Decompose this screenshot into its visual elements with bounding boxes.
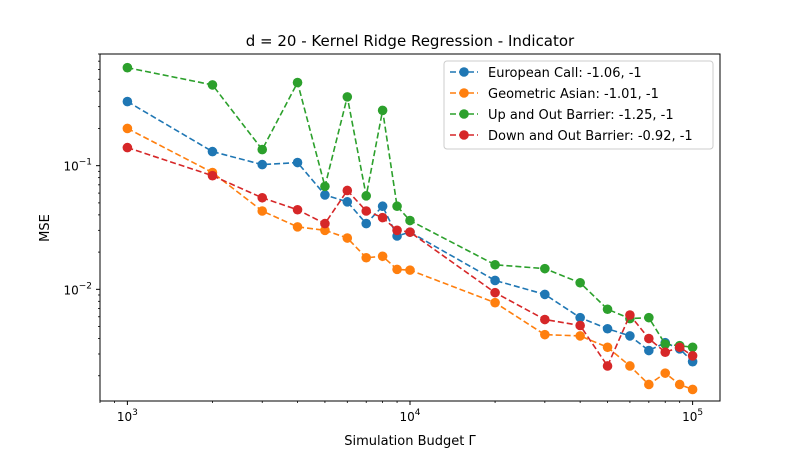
legend-entry: Geometric Asian: -1.01, -1	[450, 87, 659, 102]
data-point	[405, 227, 415, 237]
data-point	[122, 96, 133, 107]
data-point	[361, 206, 372, 216]
data-point	[320, 181, 330, 192]
data-point	[122, 123, 133, 134]
data-point	[660, 368, 671, 378]
data-point	[490, 275, 500, 286]
data-point	[575, 312, 585, 323]
data-point	[575, 277, 585, 288]
data-point	[687, 351, 698, 361]
data-point	[602, 323, 613, 334]
legend: European Call: -1.06, -1 Geometric Asian:…	[443, 60, 714, 150]
data-point	[674, 342, 685, 353]
data-point	[490, 297, 500, 308]
data-point	[292, 77, 303, 88]
legend-label: Up and Out Barrier: -1.25, -1	[488, 108, 674, 123]
data-point	[660, 347, 671, 358]
data-point	[377, 251, 388, 262]
y-tick-label: 10−1	[63, 158, 92, 174]
legend-box	[443, 60, 714, 150]
data-point	[540, 263, 550, 274]
data-point	[687, 384, 698, 395]
legend-marker	[459, 88, 469, 98]
data-point	[292, 204, 303, 215]
data-point	[122, 62, 133, 73]
legend-entry: Up and Out Barrier: -1.25, -1	[450, 108, 674, 123]
data-point	[625, 310, 635, 320]
legend-label: Down and Out Barrier: -0.92, -1	[488, 129, 693, 144]
data-point	[602, 361, 613, 371]
legend-marker	[459, 130, 469, 140]
legend-label: Geometric Asian: -1.01, -1	[488, 87, 659, 102]
data-point	[342, 185, 353, 196]
data-point	[320, 225, 330, 236]
legend-marker	[459, 67, 469, 77]
data-point	[377, 212, 388, 223]
data-point	[292, 222, 303, 232]
data-point	[687, 342, 698, 353]
data-point	[575, 320, 585, 331]
data-point	[122, 142, 133, 153]
data-point	[540, 289, 550, 300]
data-point	[392, 225, 402, 236]
data-point	[575, 331, 585, 341]
x-axis-label: Simulation Budget Γ	[344, 434, 476, 449]
y-tick-label: 10−2	[63, 281, 92, 297]
data-point	[342, 233, 353, 243]
data-point	[361, 252, 372, 263]
series-1	[122, 123, 698, 395]
data-point	[644, 312, 654, 323]
axis-ticks: 103 104 105 10−2 10−1	[63, 53, 703, 424]
data-point	[257, 144, 268, 155]
data-point	[257, 159, 268, 170]
data-point	[257, 206, 268, 216]
data-point	[392, 264, 402, 275]
data-point	[342, 92, 353, 102]
data-point	[377, 105, 388, 116]
x-tick-label: 104	[399, 408, 420, 424]
data-point	[405, 215, 415, 226]
series-3	[122, 142, 698, 371]
data-point	[625, 361, 635, 371]
series-2	[122, 62, 698, 353]
data-point	[625, 331, 635, 341]
chart-title: d = 20 - Kernel Ridge Regression - Indic…	[246, 32, 575, 50]
data-point	[292, 157, 303, 168]
x-tick-label: 103	[117, 408, 138, 424]
legend-entry: European Call: -1.06, -1	[450, 66, 642, 81]
data-point	[320, 218, 330, 229]
data-point	[490, 259, 500, 270]
data-point	[257, 192, 268, 203]
data-point	[602, 304, 613, 315]
data-point	[540, 329, 550, 340]
data-point	[377, 201, 388, 212]
y-axis-label: MSE	[38, 214, 53, 242]
data-point	[674, 379, 685, 390]
data-point	[361, 218, 372, 229]
legend-entry: Down and Out Barrier: -0.92, -1	[450, 129, 693, 144]
data-point	[490, 287, 500, 298]
series-layer	[122, 62, 698, 395]
data-point	[361, 191, 372, 201]
data-point	[207, 80, 218, 90]
data-point	[207, 170, 218, 181]
data-point	[320, 190, 330, 200]
data-point	[644, 345, 654, 356]
data-point	[207, 146, 218, 157]
data-point	[540, 314, 550, 325]
data-point	[644, 333, 654, 344]
data-point	[392, 201, 402, 212]
legend-marker	[459, 109, 469, 119]
x-tick-label: 105	[682, 408, 703, 424]
legend-label: European Call: -1.06, -1	[488, 66, 642, 81]
data-point	[602, 342, 613, 353]
data-point	[342, 197, 353, 207]
data-point	[660, 339, 671, 349]
data-point	[644, 379, 654, 390]
data-point	[405, 265, 415, 275]
